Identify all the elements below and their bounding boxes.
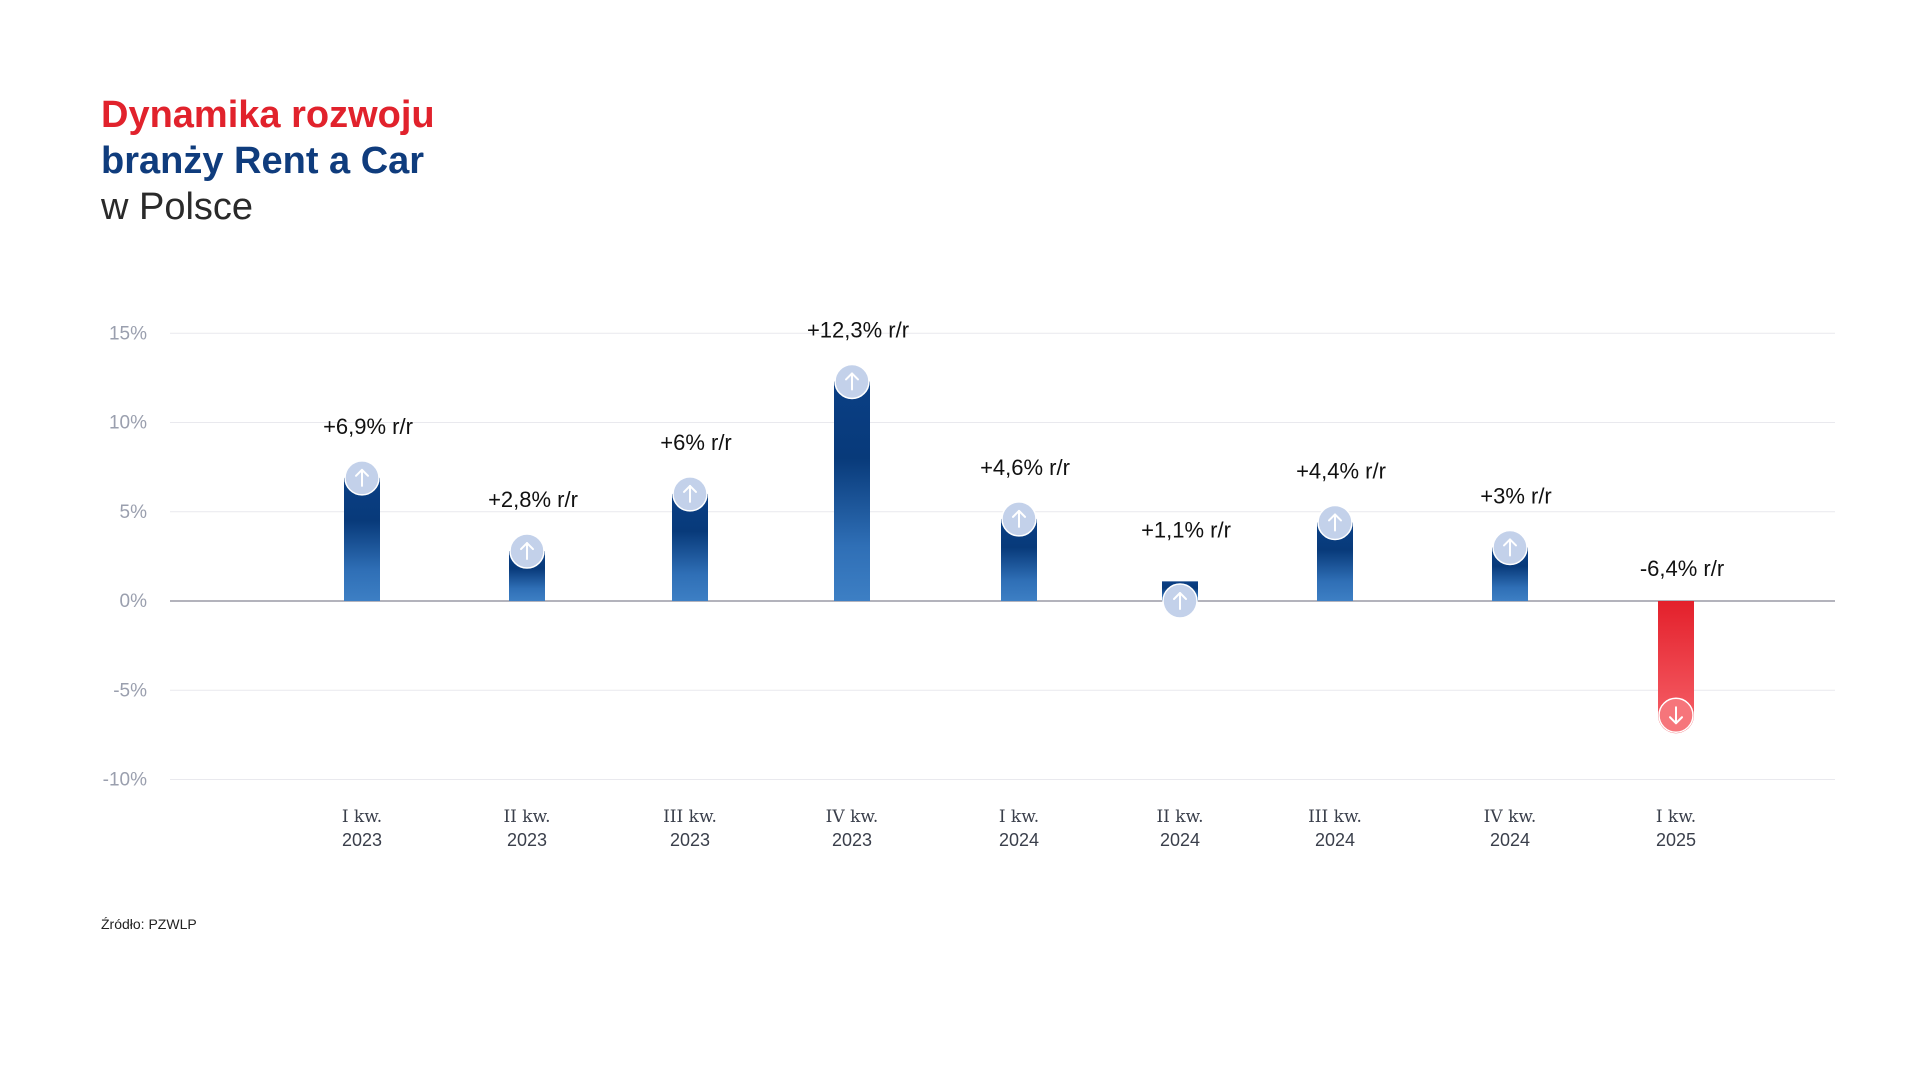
arrow-up-icon (344, 460, 380, 496)
arrow-head (1012, 509, 1026, 518)
bar (672, 493, 708, 601)
source-note: Źródło: PZWLP (101, 916, 197, 932)
x-tick-label-year: 2023 (670, 830, 710, 850)
arrow-up-icon (1317, 504, 1353, 541)
data-label: +6% r/r (660, 430, 732, 455)
arrow-up-icon (672, 476, 708, 512)
x-tick-label-quarter: I kw. (1656, 807, 1696, 827)
arrow-down-icon (1658, 697, 1694, 733)
chart-title-block: Dynamika rozwoju branży Rent a Car w Pol… (101, 92, 435, 230)
data-label: +6,9% r/r (323, 414, 413, 439)
bar (834, 381, 870, 601)
title-line-1: Dynamika rozwoju (101, 94, 435, 136)
bar (344, 477, 380, 601)
arrow-head (1328, 513, 1342, 522)
arrow-head (1503, 538, 1517, 547)
arrow-up-icon (1001, 501, 1037, 537)
x-tick-label-quarter: IV kw. (826, 807, 879, 827)
y-tick-label: 0% (120, 591, 148, 612)
x-tick-label-year: 2023 (342, 830, 382, 850)
x-tick-label-year: 2024 (1160, 830, 1200, 850)
y-tick-label: 15% (109, 323, 147, 344)
arrow-head (845, 372, 859, 381)
x-tick-label-quarter: I kw. (999, 807, 1039, 827)
arrow-up-icon (509, 533, 545, 569)
data-label: +3% r/r (1480, 483, 1552, 508)
y-tick-label: -10% (103, 770, 147, 791)
x-tick-label-quarter: I kw. (342, 807, 382, 827)
arrow-up-icon (1162, 583, 1198, 619)
data-label: +12,3% r/r (807, 317, 909, 342)
arrow-head (1669, 716, 1683, 725)
arrow-head (683, 484, 697, 493)
x-tick-label-year: 2023 (832, 830, 872, 850)
data-label: +4,4% r/r (1296, 458, 1386, 483)
data-label: +2,8% r/r (488, 487, 578, 512)
title-line-2: branży Rent a Car (101, 140, 425, 182)
bar (1658, 601, 1694, 716)
arrow-up-icon (834, 363, 870, 400)
x-tick-label-quarter: III kw. (1308, 807, 1362, 827)
x-tick-label-year: 2023 (507, 830, 547, 850)
x-tick-label-quarter: III kw. (663, 807, 717, 827)
x-tick-label-year: 2024 (999, 830, 1039, 850)
arrow-up-icon (1492, 529, 1528, 566)
x-tick-label-quarter: II kw. (1156, 807, 1203, 827)
arrow-head (520, 542, 534, 551)
y-tick-label: 10% (109, 413, 147, 434)
x-tick-label-year: 2024 (1490, 830, 1530, 850)
y-tick-label: 5% (120, 502, 148, 523)
data-label: +4,6% r/r (980, 455, 1070, 480)
data-label: -6,4% r/r (1640, 556, 1724, 581)
title-line-3: w Polsce (101, 186, 254, 228)
x-tick-label-year: 2024 (1315, 830, 1355, 850)
y-tick-label: -5% (113, 680, 147, 701)
x-tick-label-quarter: IV kw. (1484, 807, 1537, 827)
x-tick-label-quarter: II kw. (503, 807, 550, 827)
x-tick-label-year: 2025 (1656, 830, 1696, 850)
arrow-head (355, 468, 369, 477)
arrow-head (1173, 592, 1187, 600)
data-label: +1,1% r/r (1141, 517, 1231, 542)
